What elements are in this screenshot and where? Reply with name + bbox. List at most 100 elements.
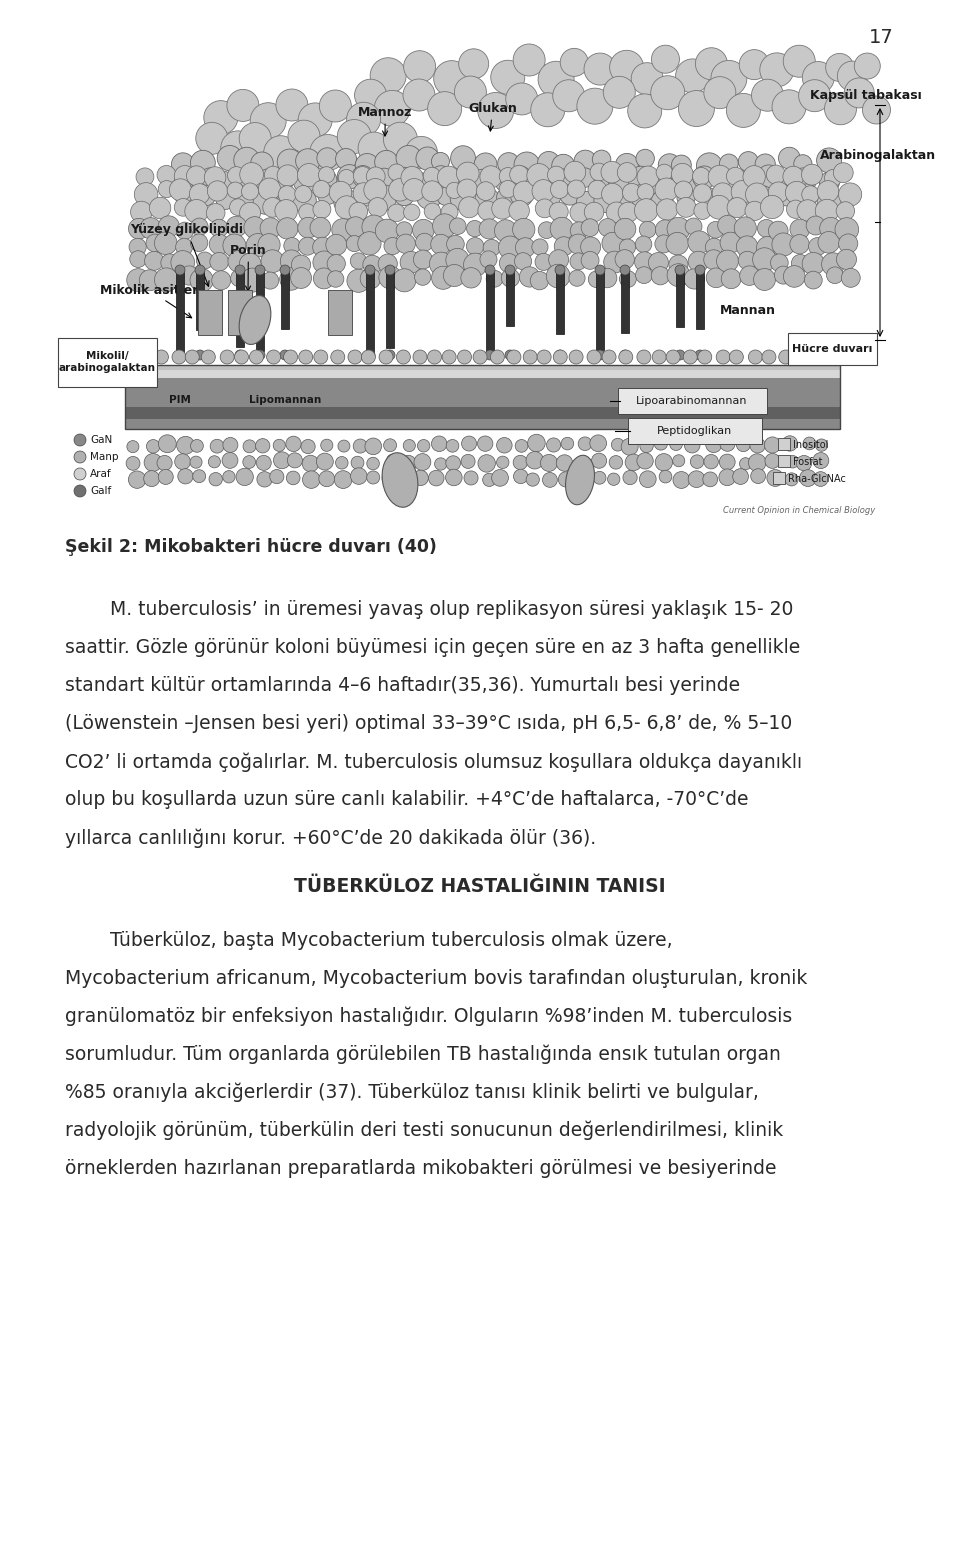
Circle shape xyxy=(367,471,380,483)
Circle shape xyxy=(581,236,601,256)
Circle shape xyxy=(127,269,150,292)
Circle shape xyxy=(280,350,290,361)
Circle shape xyxy=(336,457,348,469)
Circle shape xyxy=(756,154,776,174)
Circle shape xyxy=(815,438,828,451)
Circle shape xyxy=(221,131,254,165)
Circle shape xyxy=(509,200,529,221)
Circle shape xyxy=(625,454,642,471)
Circle shape xyxy=(299,204,316,221)
Circle shape xyxy=(777,185,798,207)
Circle shape xyxy=(295,185,312,202)
Circle shape xyxy=(815,199,839,222)
Circle shape xyxy=(444,264,466,286)
Circle shape xyxy=(300,440,315,454)
Circle shape xyxy=(438,166,460,188)
Circle shape xyxy=(145,252,163,270)
Circle shape xyxy=(421,180,443,202)
Circle shape xyxy=(462,437,476,451)
Circle shape xyxy=(139,270,160,291)
Circle shape xyxy=(392,168,415,190)
Circle shape xyxy=(750,438,765,454)
Circle shape xyxy=(588,180,607,199)
Circle shape xyxy=(401,166,423,188)
Circle shape xyxy=(210,252,228,270)
Circle shape xyxy=(813,472,828,486)
Circle shape xyxy=(506,82,538,115)
Circle shape xyxy=(527,163,551,188)
Circle shape xyxy=(458,350,471,364)
Circle shape xyxy=(612,438,624,451)
Circle shape xyxy=(316,169,337,190)
Text: Glukan: Glukan xyxy=(468,101,516,131)
Circle shape xyxy=(679,90,714,126)
Circle shape xyxy=(606,202,627,222)
Circle shape xyxy=(676,59,709,93)
Circle shape xyxy=(783,266,805,287)
Circle shape xyxy=(264,135,298,169)
Circle shape xyxy=(450,146,475,171)
Circle shape xyxy=(443,350,456,364)
Circle shape xyxy=(732,180,754,204)
Circle shape xyxy=(636,267,653,283)
Circle shape xyxy=(542,472,558,488)
Circle shape xyxy=(804,437,816,449)
Circle shape xyxy=(785,182,808,204)
Circle shape xyxy=(492,197,513,219)
Circle shape xyxy=(431,152,449,171)
Circle shape xyxy=(574,151,596,172)
Circle shape xyxy=(367,166,385,186)
Circle shape xyxy=(396,235,416,253)
Circle shape xyxy=(619,239,636,255)
Circle shape xyxy=(611,191,630,210)
Circle shape xyxy=(413,350,427,364)
Circle shape xyxy=(388,204,405,222)
Circle shape xyxy=(790,235,809,253)
Circle shape xyxy=(473,350,487,364)
Circle shape xyxy=(121,350,135,364)
Circle shape xyxy=(779,148,800,169)
Circle shape xyxy=(499,180,516,197)
Circle shape xyxy=(698,350,711,364)
Circle shape xyxy=(639,221,656,238)
FancyBboxPatch shape xyxy=(618,388,767,413)
Circle shape xyxy=(298,163,321,186)
Circle shape xyxy=(791,255,809,272)
Circle shape xyxy=(478,200,497,221)
FancyBboxPatch shape xyxy=(788,333,877,365)
Circle shape xyxy=(413,219,434,241)
Circle shape xyxy=(593,471,606,485)
Circle shape xyxy=(692,168,710,185)
Circle shape xyxy=(785,472,798,486)
Circle shape xyxy=(514,455,527,469)
Circle shape xyxy=(719,154,738,172)
Circle shape xyxy=(648,252,668,272)
Circle shape xyxy=(310,218,331,238)
Circle shape xyxy=(628,166,654,193)
Circle shape xyxy=(186,166,206,186)
Circle shape xyxy=(223,235,246,256)
Circle shape xyxy=(623,471,637,485)
Circle shape xyxy=(280,266,290,275)
Circle shape xyxy=(175,350,185,361)
Circle shape xyxy=(449,218,466,235)
Circle shape xyxy=(693,183,711,202)
Circle shape xyxy=(413,471,428,485)
Text: Porin: Porin xyxy=(230,244,267,291)
Circle shape xyxy=(757,165,780,188)
Circle shape xyxy=(446,440,459,452)
Circle shape xyxy=(628,93,661,127)
Circle shape xyxy=(619,350,633,364)
Circle shape xyxy=(302,455,319,472)
Circle shape xyxy=(319,471,335,486)
Circle shape xyxy=(651,191,673,213)
Circle shape xyxy=(158,180,176,197)
Circle shape xyxy=(749,185,775,211)
Circle shape xyxy=(727,93,760,127)
Circle shape xyxy=(786,455,799,468)
Circle shape xyxy=(491,61,525,95)
Circle shape xyxy=(403,179,425,200)
Circle shape xyxy=(299,238,317,255)
Circle shape xyxy=(74,434,86,446)
Circle shape xyxy=(337,165,362,190)
